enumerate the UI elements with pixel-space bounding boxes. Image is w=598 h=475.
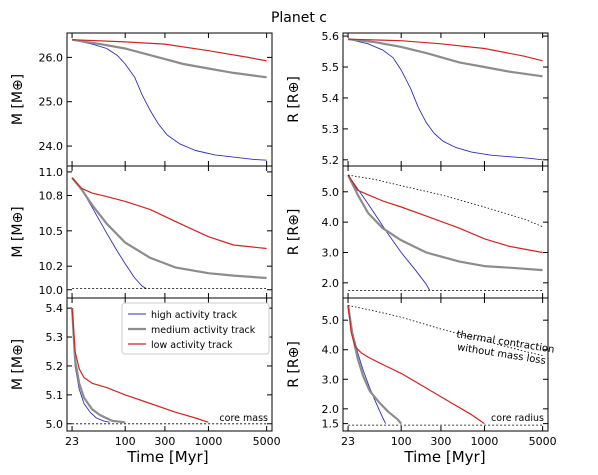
series-line-high (347, 38, 543, 161)
series-line-low (347, 305, 485, 425)
y-tick-label: 1.5 (322, 418, 340, 431)
series-line-medium (71, 177, 267, 280)
series-line-low (347, 174, 543, 254)
legend: high activity track medium activity track… (121, 302, 270, 355)
legend-box (121, 302, 270, 355)
series-line-low (348, 38, 543, 62)
x-tick-label: 1000 (194, 435, 222, 448)
series-line-high (71, 308, 110, 423)
legend-label-high: high activity track (151, 310, 237, 321)
y-tick-label: 5.2 (322, 154, 340, 167)
panel-d: 2.0 3.0 4.0 5.0 R [R⊕] (286, 165, 549, 299)
y-axis-label: M [M⊕] (10, 339, 26, 390)
series-line-high (72, 39, 267, 161)
y-tick-label: 4.0 (322, 344, 340, 357)
x-tick-label: 300 (430, 435, 451, 448)
y-axis-label: R [R⊕] (286, 76, 302, 123)
panel-c: 10.0 10.2 10.5 10.8 11.0 M [M⊕] (10, 165, 273, 299)
legend-label-low: low activity track (151, 340, 233, 351)
y-axis-label: R [R⊕] (286, 209, 302, 256)
x-tick-label: 5000 (253, 435, 281, 448)
x-tick-label: 5000 (529, 435, 557, 448)
x-tick-label: 300 (154, 435, 175, 448)
plot-frame (66, 297, 273, 432)
plot-frame (342, 32, 549, 167)
y-tick-label: 5.6 (322, 30, 340, 43)
y-tick-label: 4.0 (322, 216, 340, 229)
series-line-low (72, 39, 267, 62)
y-tick-label: 5.0 (322, 186, 340, 199)
y-tick-label: 26.0 (39, 51, 64, 64)
legend-label-medium: medium activity track (151, 325, 256, 336)
x-axis-label-left: Time [Myr] (126, 448, 208, 466)
series-line-thermal (348, 305, 543, 356)
y-tick-label: 5.5 (322, 61, 340, 74)
y-tick-label: 5.1 (46, 389, 64, 402)
y-tick-label: 10.2 (39, 260, 64, 273)
panel-b: 5.2 5.3 5.4 5.5 5.6 R [R⊕] (286, 30, 549, 167)
y-tick-label: 5.0 (46, 418, 64, 431)
series-line-thermal (348, 174, 543, 228)
y-axis-label: R [R⊕] (286, 341, 302, 388)
series-line-low (71, 308, 209, 423)
y-tick-label: 10.5 (39, 225, 64, 238)
y-tick-label: 3.0 (322, 246, 340, 259)
series-line-medium (347, 174, 543, 272)
x-tick-label: 23 (65, 435, 79, 448)
annotation-core-mass: core mass (219, 413, 268, 424)
series-line-high (347, 174, 431, 291)
y-axis-label: M [M⊕] (10, 74, 26, 125)
panel-e: 5.0 5.1 5.2 5.3 5.4 23 100 300 1000 5000 M [M⊕] hig… (10, 297, 281, 448)
y-tick-label: 24.0 (39, 140, 64, 153)
y-tick-label: 2.0 (322, 277, 340, 290)
y-tick-label: 10.0 (39, 284, 64, 297)
y-tick-label: 5.4 (322, 92, 340, 105)
plot-frame (66, 165, 273, 299)
series-line-low (71, 177, 267, 250)
x-tick-label: 100 (391, 435, 412, 448)
series-line-high (71, 177, 147, 289)
plot-frame (66, 32, 273, 167)
figure-title: Planet c (271, 10, 327, 26)
series-line-medium (71, 308, 126, 424)
plot-frame (342, 165, 549, 299)
x-tick-label: 1000 (470, 435, 498, 448)
y-tick-label: 5.4 (46, 302, 64, 315)
y-axis-label: M [M⊕] (10, 206, 26, 257)
y-tick-label: 25.0 (39, 96, 64, 109)
y-tick-label: 5.0 (322, 314, 340, 327)
series-line-high (347, 305, 387, 424)
y-tick-label: 10.8 (39, 189, 64, 202)
x-tick-label: 100 (115, 435, 136, 448)
x-tick-label: 23 (341, 435, 355, 448)
y-tick-label: 3.0 (322, 373, 340, 386)
annotation-core-radius: core radius (491, 413, 544, 424)
y-tick-label: 11.0 (39, 166, 64, 179)
panel-a: 24.0 25.0 26.0 M [M⊕] (10, 32, 273, 167)
y-tick-label: 5.3 (46, 331, 64, 344)
x-axis-label-right: Time [Myr] (403, 448, 485, 466)
series-line-medium (347, 305, 403, 425)
series-line-medium (71, 38, 267, 79)
plot-frame (342, 297, 549, 432)
series-line-medium (347, 38, 543, 78)
y-tick-label: 2.0 (322, 403, 340, 416)
y-tick-label: 5.2 (46, 360, 64, 373)
y-tick-label: 5.3 (322, 123, 340, 136)
